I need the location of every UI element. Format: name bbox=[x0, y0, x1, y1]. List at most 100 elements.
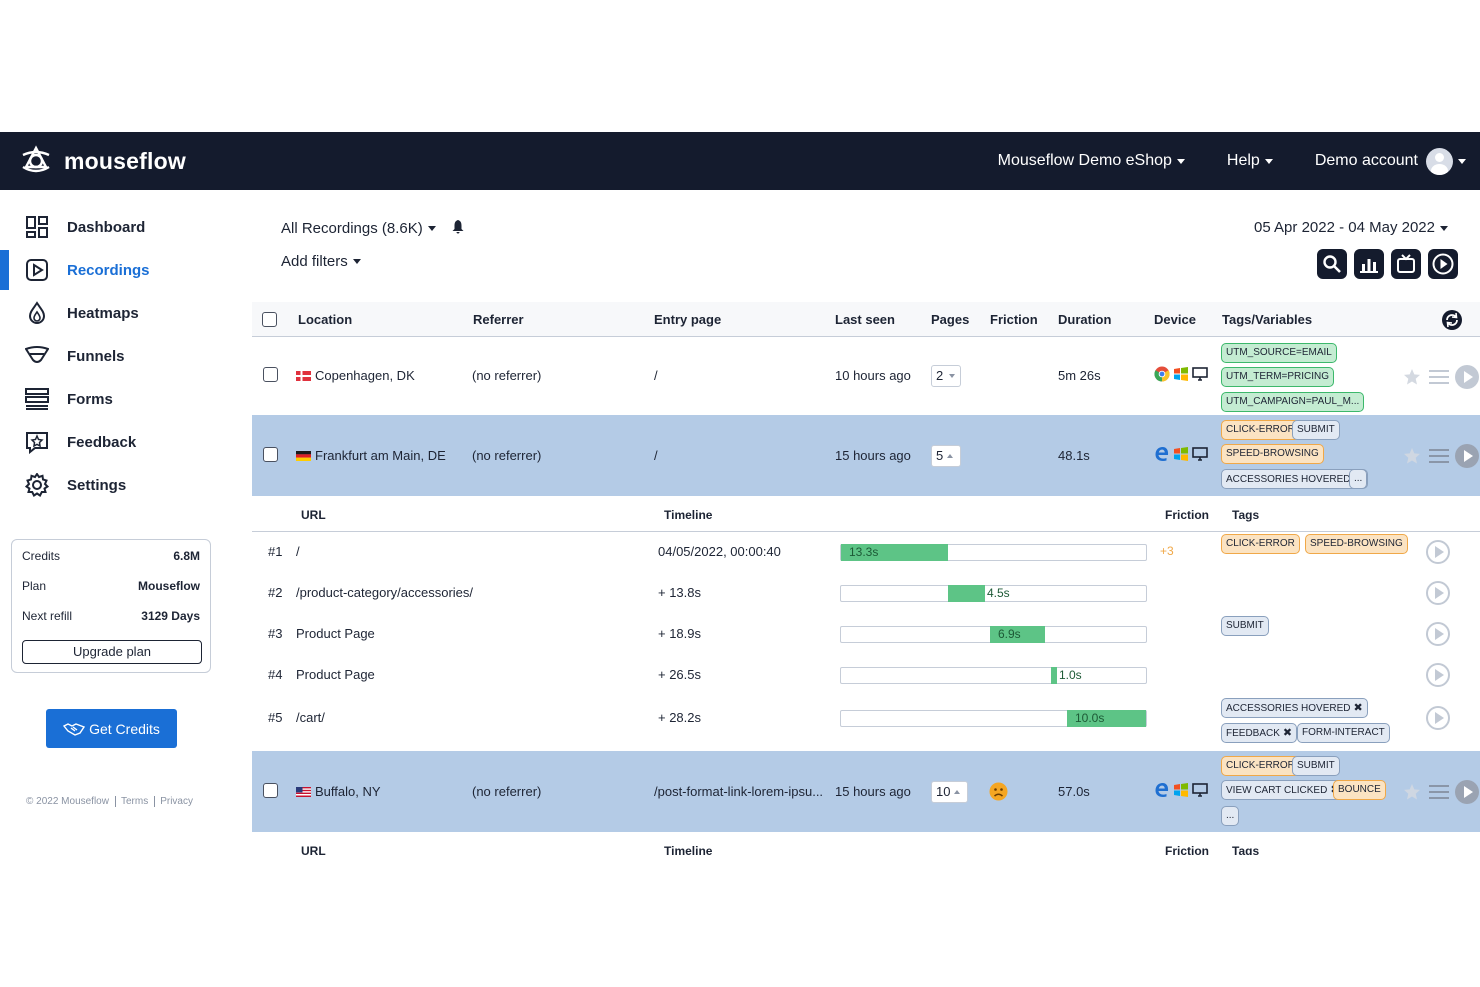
more-tags-button[interactable]: ... bbox=[1221, 806, 1240, 826]
timeline-duration: 4.5s bbox=[987, 586, 1010, 600]
pages-count: 10 bbox=[936, 784, 951, 799]
sidebar-item-label: Funnels bbox=[67, 347, 125, 365]
tag-badge[interactable]: ACCESSORIES HOVERED✖ bbox=[1221, 698, 1368, 718]
close-icon[interactable]: ✖ bbox=[1353, 702, 1363, 714]
col-duration[interactable]: Duration bbox=[1058, 312, 1112, 327]
tag-badge[interactable]: UTM_CAMPAIGN=PAUL_M... bbox=[1221, 392, 1365, 412]
pageview-row[interactable]: #3 Product Page + 18.9s 6.9s SUBMIT bbox=[252, 614, 1480, 654]
menu-icon[interactable] bbox=[1429, 370, 1449, 384]
refresh-icon[interactable] bbox=[1441, 309, 1463, 331]
row-checkbox[interactable] bbox=[263, 367, 278, 382]
col-entry-page[interactable]: Entry page bbox=[654, 312, 722, 327]
pageview-url[interactable]: Product Page bbox=[296, 667, 375, 682]
star-icon[interactable] bbox=[1403, 783, 1421, 801]
tag-badge[interactable]: SPEED-BROWSING bbox=[1305, 534, 1408, 554]
chevron-down-icon bbox=[1440, 225, 1448, 231]
play-all-button[interactable] bbox=[1428, 249, 1458, 279]
add-filters-dropdown[interactable]: Add filters bbox=[281, 253, 361, 270]
play-pageview-button[interactable] bbox=[1426, 581, 1450, 605]
table-row[interactable]: Frankfurt am Main, DE (no referrer) / 15… bbox=[252, 415, 1480, 496]
tag-badge[interactable]: UTM_TERM=PRICING bbox=[1221, 367, 1335, 387]
get-credits-button[interactable]: Get Credits bbox=[46, 709, 177, 748]
row-checkbox[interactable] bbox=[263, 783, 278, 798]
playlist-button[interactable] bbox=[1391, 249, 1421, 279]
entry-page-text[interactable]: / bbox=[654, 448, 658, 463]
pageview-number: #5 bbox=[268, 710, 283, 725]
sidebar-item-feedback[interactable]: Feedback bbox=[0, 422, 225, 462]
col-pages[interactable]: Pages bbox=[931, 312, 970, 327]
account-menu[interactable]: Demo account bbox=[1315, 147, 1466, 175]
table-row[interactable]: Copenhagen, DK (no referrer) / 10 hours … bbox=[252, 338, 1480, 415]
sidebar-item-heatmaps[interactable]: Heatmaps bbox=[0, 293, 225, 333]
pageview-url[interactable]: /cart/ bbox=[296, 710, 325, 725]
col-tags[interactable]: Tags/Variables bbox=[1222, 312, 1313, 327]
star-icon[interactable] bbox=[1403, 368, 1421, 386]
table-row[interactable]: Buffalo, NY (no referrer) /post-format-l… bbox=[252, 751, 1480, 832]
pageview-row[interactable]: #2/product-category/accessories/ + 13.8s 4… bbox=[252, 573, 1480, 613]
pageview-row[interactable]: #4 Product Page + 26.5s 1.0s bbox=[252, 655, 1480, 695]
play-pageview-button[interactable] bbox=[1426, 622, 1450, 646]
date-range-picker[interactable]: 05 Apr 2022 - 04 May 2022 bbox=[1254, 219, 1448, 236]
entry-page-text[interactable]: / bbox=[654, 368, 658, 383]
pageview-number: #2 bbox=[268, 585, 283, 600]
pageview-url[interactable]: Product Page bbox=[296, 626, 375, 641]
col-last-seen[interactable]: Last seen bbox=[835, 312, 895, 327]
bell-icon[interactable] bbox=[452, 220, 464, 234]
tag-badge[interactable]: SUBMIT bbox=[1292, 420, 1340, 440]
stats-button[interactable] bbox=[1354, 249, 1384, 279]
more-tags-button[interactable]: ... bbox=[1349, 469, 1368, 489]
recordings-filter-dropdown[interactable]: All Recordings (8.6K) bbox=[281, 220, 436, 237]
row-checkbox[interactable] bbox=[263, 447, 278, 462]
mouseflow-logo[interactable]: mouseflow bbox=[18, 145, 186, 177]
help-menu[interactable]: Help bbox=[1227, 152, 1273, 170]
terms-link[interactable]: Terms bbox=[114, 796, 148, 807]
tag-badge[interactable]: CLICK-ERROR bbox=[1221, 420, 1300, 440]
col-location[interactable]: Location bbox=[298, 312, 353, 327]
entry-page-text[interactable]: /post-format-link-lorem-ipsu... bbox=[654, 784, 824, 799]
sidebar-item-recordings[interactable]: Recordings bbox=[0, 250, 225, 290]
play-recording-button[interactable] bbox=[1455, 444, 1479, 468]
chevron-down-icon bbox=[352, 259, 361, 264]
col-device[interactable]: Device bbox=[1154, 312, 1196, 327]
upgrade-plan-button[interactable]: Upgrade plan bbox=[22, 640, 202, 664]
tag-badge[interactable]: CLICK-ERROR bbox=[1221, 756, 1300, 776]
play-recording-button[interactable] bbox=[1455, 365, 1479, 389]
tag-badge[interactable]: ACCESSORIES HOVERED✖ bbox=[1221, 469, 1368, 489]
menu-icon[interactable] bbox=[1429, 449, 1449, 463]
sidebar-item-dashboard[interactable]: Dashboard bbox=[0, 207, 225, 247]
menu-icon[interactable] bbox=[1429, 785, 1449, 799]
tag-badge[interactable]: CLICK-ERROR bbox=[1221, 534, 1300, 554]
sidebar-item-forms[interactable]: Forms bbox=[0, 379, 225, 419]
tag-badge[interactable]: BOUNCE bbox=[1333, 780, 1386, 800]
tag-badge[interactable]: FEEDBACK ✖ bbox=[1221, 723, 1298, 743]
pageview-row[interactable]: #5/cart/+ 28.2s 10.0s ACCESSORIES HOVERED ✖… bbox=[252, 696, 1480, 748]
play-recording-button[interactable] bbox=[1455, 780, 1479, 804]
play-pageview-button[interactable] bbox=[1426, 706, 1450, 730]
tag-badge[interactable]: VIEW CART CLICKED✖ bbox=[1221, 780, 1345, 800]
site-selector[interactable]: Mouseflow Demo eShop bbox=[998, 152, 1185, 170]
pages-toggle[interactable]: 5 bbox=[931, 445, 961, 467]
select-all-checkbox[interactable] bbox=[262, 312, 277, 327]
sidebar-item-settings[interactable]: Settings bbox=[0, 465, 225, 505]
timeline-fill: 10.0s bbox=[1067, 710, 1146, 727]
col-referrer[interactable]: Referrer bbox=[473, 312, 524, 327]
tag-badge[interactable]: SUBMIT bbox=[1292, 756, 1340, 776]
tag-badge[interactable]: SUBMIT bbox=[1221, 616, 1269, 636]
play-pageview-button[interactable] bbox=[1426, 663, 1450, 687]
privacy-link[interactable]: Privacy bbox=[154, 796, 193, 807]
tag-badge[interactable]: FORM-INTERACT bbox=[1297, 723, 1390, 743]
tag-badge[interactable]: UTM_SOURCE=EMAIL bbox=[1221, 343, 1337, 363]
col-friction[interactable]: Friction bbox=[990, 312, 1038, 327]
pages-toggle[interactable]: 10 bbox=[931, 781, 968, 803]
close-icon[interactable]: ✖ bbox=[1282, 727, 1293, 739]
pageview-row[interactable]: #1 / 04/05/2022, 00:00:40 13.3s +3 CLICK-ERRO… bbox=[252, 532, 1480, 572]
pageview-url[interactable]: /product-category/accessories/ bbox=[296, 585, 474, 600]
star-icon[interactable] bbox=[1403, 447, 1421, 465]
handshake-icon bbox=[63, 722, 86, 736]
pages-toggle[interactable]: 2 bbox=[931, 365, 961, 387]
tag-badge[interactable]: SPEED-BROWSING bbox=[1221, 444, 1324, 464]
pageview-url[interactable]: / bbox=[296, 544, 300, 559]
sidebar-item-funnels[interactable]: Funnels bbox=[0, 336, 225, 376]
play-pageview-button[interactable] bbox=[1426, 540, 1450, 564]
search-button[interactable] bbox=[1317, 249, 1347, 279]
